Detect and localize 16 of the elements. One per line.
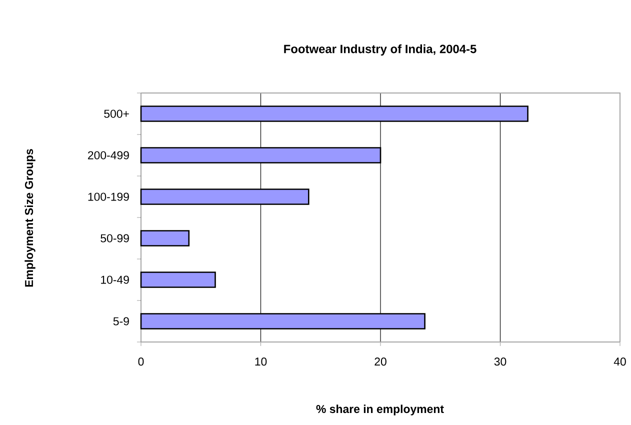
bar: [140, 272, 216, 288]
y-tick-label: 500+: [104, 110, 129, 118]
y-tick-label: 200-499: [88, 151, 129, 160]
x-axis-title: % share in employment: [316, 404, 444, 416]
x-tick-label: 30: [494, 358, 506, 366]
y-tick-label: 10-49: [101, 276, 129, 284]
x-tick-label: 10: [255, 358, 267, 366]
x-tick-label: 40: [614, 358, 626, 366]
y-tick-label: 5-9: [113, 317, 129, 326]
chart-title: Footwear Industry of India, 2004-5: [284, 44, 476, 56]
x-tick-label: 20: [374, 358, 386, 366]
y-tick-label: 100-199: [88, 192, 129, 201]
y-tick-label: 50-99: [100, 234, 129, 242]
y-axis-title: Employment Size Groups: [24, 149, 36, 287]
bar: [140, 230, 190, 246]
x-tick-label: 0: [138, 358, 144, 366]
